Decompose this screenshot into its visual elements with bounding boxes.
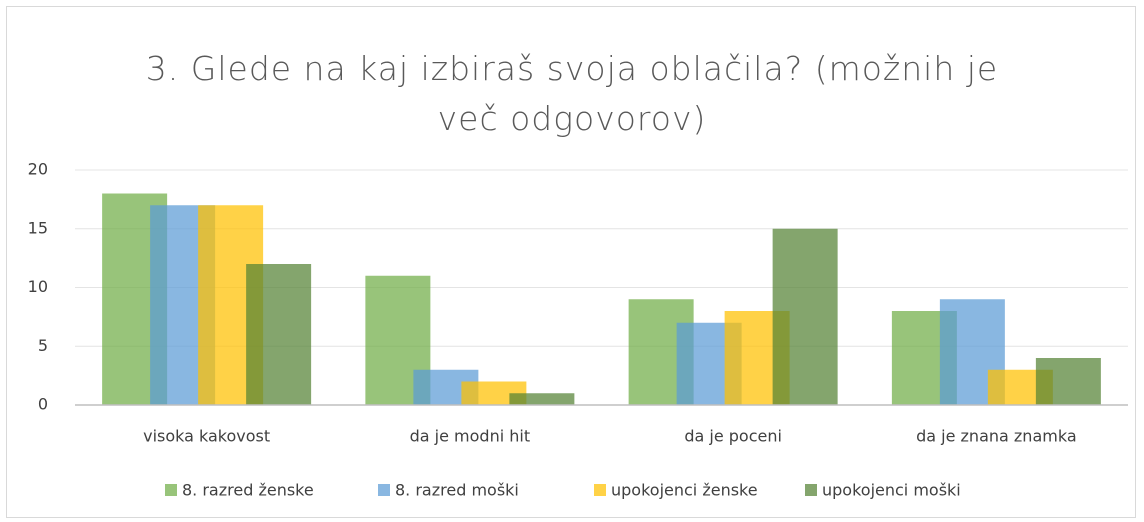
legend-label: 8. razred moški [395, 481, 519, 500]
y-tick-label: 15 [28, 218, 48, 237]
legend-label: 8. razred ženske [182, 481, 314, 500]
x-tick-label: da je znana znamka [916, 427, 1077, 446]
legend-swatch [165, 484, 177, 496]
y-tick-label: 0 [38, 395, 48, 414]
legend-swatch [805, 484, 817, 496]
y-tick-label: 20 [28, 160, 48, 179]
chart-border [6, 6, 1136, 518]
legend-label: upokojenci ženske [611, 481, 758, 500]
chart-title: 3. Glede na kaj izbiraš svoja oblačila? … [145, 49, 999, 138]
x-tick-label: visoka kakovost [143, 427, 270, 446]
legend-swatch [378, 484, 390, 496]
legend-label: upokojenci moški [822, 481, 961, 500]
bar [1035, 358, 1101, 405]
y-tick-label: 10 [28, 277, 48, 296]
x-tick-label: da je modni hit [410, 427, 530, 446]
bar [246, 264, 312, 405]
bar [772, 228, 838, 405]
bar [509, 393, 575, 405]
x-tick-label: da je poceni [684, 427, 782, 446]
y-tick-label: 5 [38, 336, 48, 355]
legend-swatch [594, 484, 606, 496]
title-box: 3. Glede na kaj izbiraš svoja oblačila? … [0, 44, 1144, 144]
